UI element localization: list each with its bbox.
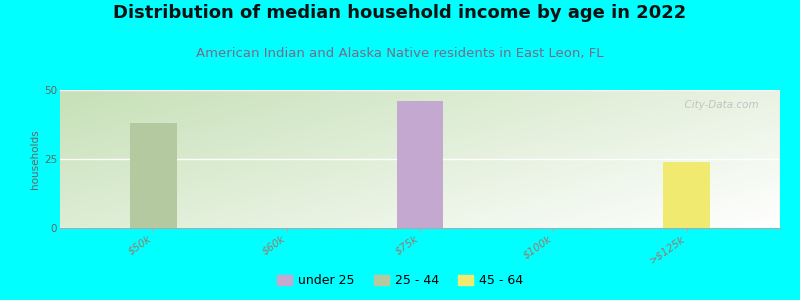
Bar — [130, 123, 177, 228]
Bar — [397, 101, 443, 228]
Legend: under 25, 25 - 44, 45 - 64: under 25, 25 - 44, 45 - 64 — [272, 269, 528, 292]
Bar — [663, 162, 710, 228]
Text: American Indian and Alaska Native residents in East Leon, FL: American Indian and Alaska Native reside… — [196, 46, 604, 59]
Y-axis label: households: households — [30, 129, 40, 189]
Text: Distribution of median household income by age in 2022: Distribution of median household income … — [114, 4, 686, 22]
Text: City-Data.com: City-Data.com — [678, 100, 758, 110]
